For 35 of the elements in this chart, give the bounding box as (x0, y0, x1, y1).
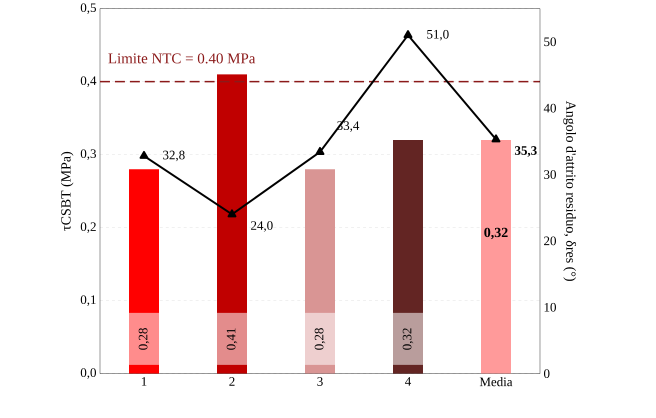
y-tick-label: 0,5 (80, 4, 96, 14)
y2-tick-label: 30 (544, 170, 556, 180)
y2-tick-label: 40 (544, 104, 556, 113)
point (316, 147, 324, 156)
data-label: 24,0 (251, 221, 273, 232)
data-label: 0,28 (314, 328, 326, 350)
data-label: 35,3 (514, 146, 537, 157)
x-tick-label: 4 (405, 377, 412, 386)
x-tick-label: 3 (317, 377, 323, 386)
y2-tick-label: 10 (544, 303, 556, 312)
y-tick-label: 0,0 (80, 368, 96, 380)
y2-tick-label: 50 (544, 38, 556, 46)
y-tick-label: 0,2 (80, 222, 96, 234)
y-axis-title: τCSBT (MPa) (60, 152, 74, 231)
point (492, 134, 500, 143)
y-tick-label: 0,1 (80, 296, 96, 306)
y2-tick-label: 0 (544, 369, 550, 378)
x-tick-label: 1 (142, 377, 146, 386)
data-label: 51,0 (427, 30, 449, 41)
point (228, 210, 236, 218)
data-label: 0,28 (138, 328, 150, 350)
data-label: 0,32 (484, 228, 508, 240)
y-tick-label: 0,4 (80, 76, 96, 88)
data-label: 32,8 (163, 150, 185, 162)
y-tick-label: 0,3 (80, 150, 96, 160)
x-tick-label: Media (480, 377, 512, 386)
point (404, 30, 412, 38)
data-label: 0,41 (226, 328, 238, 350)
data-label: 0,32 (402, 328, 414, 350)
point (140, 151, 148, 160)
ref-line-label: Limite NTC = 0.40 MPa (108, 54, 256, 64)
y2-tick-label: 20 (544, 236, 556, 246)
y2-axis-title: Angolo d'attrito residuo, δres (°) (563, 101, 576, 282)
x-tick-label: 2 (229, 377, 235, 386)
bar (480, 140, 511, 374)
